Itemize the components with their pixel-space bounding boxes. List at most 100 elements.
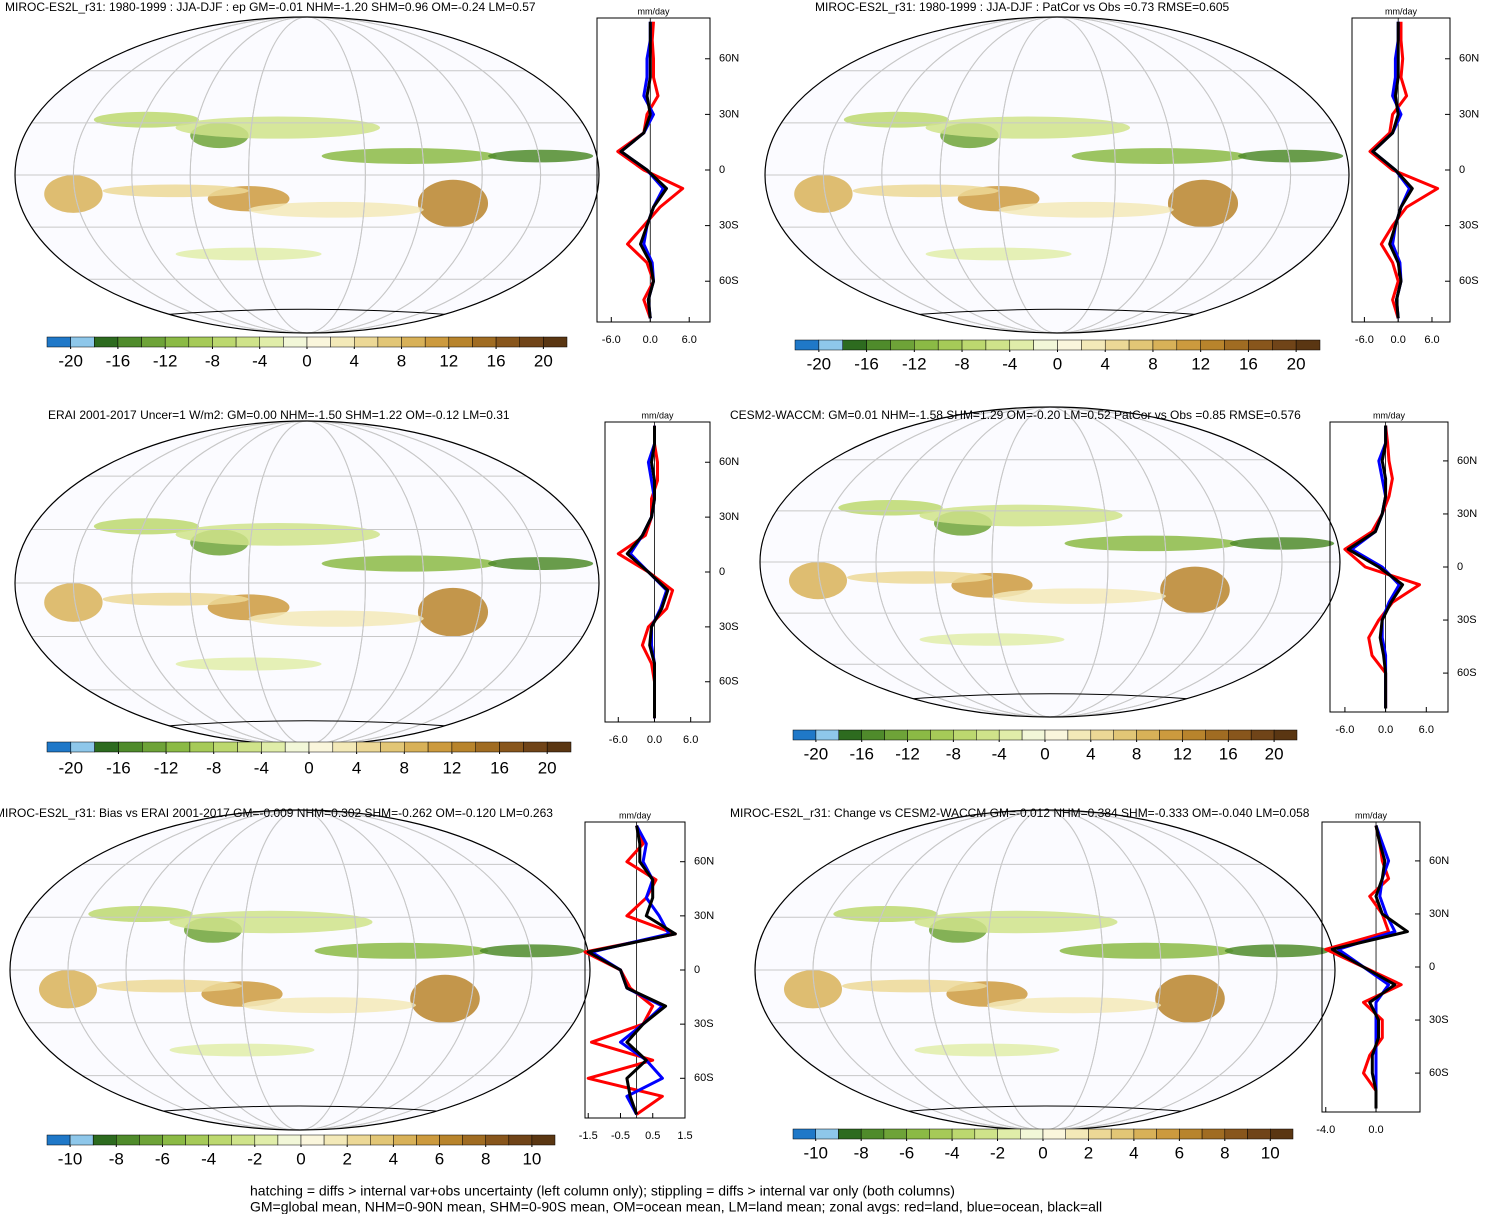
colorbar-box — [1182, 729, 1206, 741]
colorbar-box — [1081, 339, 1106, 351]
x-tick-label: -6.0 — [1355, 334, 1374, 346]
graticule — [125, 810, 475, 1130]
colorbar-box — [523, 741, 548, 753]
field-patch — [321, 148, 497, 164]
field-patch — [919, 633, 1065, 646]
colorbar-label: 16 — [490, 758, 509, 777]
colorbar-box — [929, 1128, 953, 1140]
graticule — [183, 810, 417, 1130]
graticule — [189, 421, 425, 745]
zonal-mean-line — [616, 425, 675, 719]
zonal-mean-line — [583, 825, 677, 1116]
colorbar-label: 4 — [350, 351, 359, 370]
colorbar-box — [1247, 1128, 1271, 1140]
field-patch — [833, 906, 938, 922]
colorbar-box — [142, 741, 167, 753]
map-panel: CESM2-WACCM: GM=0.01 NHM=-1.58 SHM=1.29 … — [730, 406, 1477, 763]
field-patch — [998, 201, 1174, 218]
colorbar-box — [141, 336, 166, 348]
colorbar-box — [404, 741, 429, 753]
colorbar-box — [997, 1128, 1021, 1140]
graticule — [67, 810, 533, 1130]
colorbar-box — [485, 1134, 510, 1146]
field-patch — [925, 116, 1130, 139]
x-tick-label: -6.0 — [1335, 724, 1354, 736]
colorbar-box — [1133, 1128, 1157, 1140]
colorbar-box — [69, 1134, 94, 1146]
colorbar-box — [838, 1128, 862, 1140]
x-tick-label: 6.0 — [682, 334, 697, 346]
colorbar-box — [1248, 339, 1273, 351]
colorbar-box — [237, 741, 262, 753]
colorbar-label: 8 — [1132, 744, 1141, 763]
colorbar-box — [332, 741, 357, 753]
x-tick-label: 0.0 — [1368, 1124, 1383, 1136]
colorbar-label: -6 — [155, 1149, 170, 1168]
colorbar-label: -16 — [106, 351, 131, 370]
colorbar-box — [254, 1134, 279, 1146]
field-patch — [842, 979, 987, 993]
field-patch — [44, 175, 103, 213]
colorbar-box — [860, 1128, 885, 1140]
colorbar-box — [354, 336, 379, 348]
panel-title: ERAI 2001-2017 Uncer=1 W/m2: GM=0.00 NHM… — [48, 408, 510, 422]
y-tick-label: 60S — [1457, 667, 1477, 679]
colorbar-label: 20 — [1287, 354, 1306, 373]
y-tick-label: 60S — [719, 275, 739, 287]
field-patch — [784, 970, 842, 1009]
y-tick-label: 30S — [1457, 614, 1477, 626]
footer-note: GM=global mean, NHM=0-90N mean, SHM=0-90… — [250, 1199, 1102, 1214]
colorbar-label: 12 — [439, 351, 458, 370]
colorbar-box — [1033, 339, 1058, 351]
colorbar-label: 0 — [1053, 354, 1062, 373]
colorbar-box — [953, 729, 977, 741]
x-tick-label: 0.0 — [1391, 334, 1406, 346]
colorbar-label: 8 — [481, 1149, 490, 1168]
colorbar-box — [815, 729, 840, 741]
unit-label: mm/day — [637, 6, 670, 16]
colorbar-box — [451, 741, 476, 753]
field-patch — [169, 1043, 315, 1057]
colorbar-box — [1152, 339, 1178, 351]
colorbar-box — [792, 729, 817, 741]
zonal-mean-line — [1371, 21, 1414, 319]
field-patch — [417, 587, 489, 637]
graticule — [72, 17, 542, 333]
zonal-mean-line — [1346, 425, 1405, 709]
map-field — [765, 17, 1349, 333]
colorbar-label: 12 — [1173, 744, 1192, 763]
panel-title: MIROC-ES2L_r31: 1980-1999 : JJA-DJF : Pa… — [815, 0, 1230, 14]
colorbar-box — [1295, 339, 1321, 351]
colorbar-label: 12 — [442, 758, 461, 777]
x-tick-label: 0.0 — [1378, 724, 1393, 736]
graticule — [933, 407, 1167, 717]
y-tick-label: 0 — [1457, 561, 1463, 573]
graticule — [998, 17, 1116, 333]
graticule — [991, 407, 1109, 717]
x-tick-label: -6.0 — [609, 734, 628, 746]
map-panel: MIROC-ES2L_r31: 1980-1999 : JJA-DJF : Pa… — [764, 0, 1479, 373]
colorbar-box — [424, 336, 450, 348]
field-patch — [789, 562, 847, 600]
unit-label: mm/day — [641, 410, 674, 420]
colorbar-label: 6 — [435, 1149, 444, 1168]
field-patch — [1167, 179, 1239, 228]
x-tick-label: 6.0 — [1419, 724, 1434, 736]
colorbar-box — [380, 741, 405, 753]
field-patch — [248, 610, 424, 627]
colorbar-box — [818, 339, 843, 351]
y-tick-label: 30S — [1459, 220, 1479, 232]
field-patch — [488, 557, 594, 571]
colorbar-box — [792, 1128, 816, 1140]
field-patch — [169, 910, 373, 934]
field-patch — [175, 523, 380, 546]
colorbar-label: -4 — [201, 1149, 216, 1168]
field-patch — [852, 184, 999, 198]
field-patch — [914, 910, 1118, 934]
map-field — [760, 407, 1340, 717]
map-panel: MIROC-ES2L_r31: 1980-1999 : JJA-DJF : ep… — [5, 0, 739, 370]
colorbar-box — [838, 729, 862, 741]
graticule — [248, 421, 366, 745]
colorbar-box — [1020, 1128, 1044, 1140]
